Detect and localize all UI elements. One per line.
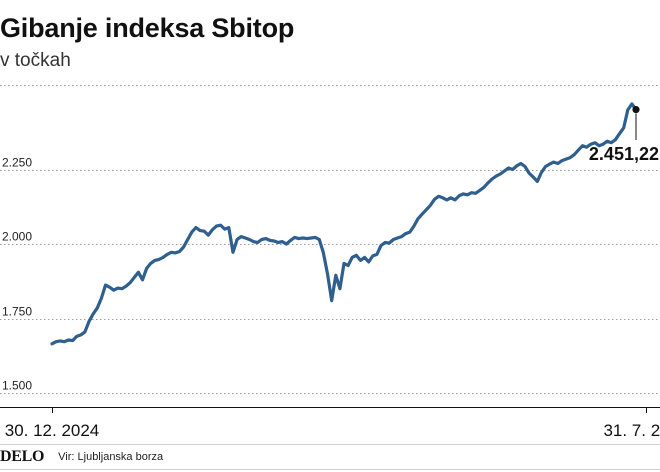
- last-value-marker: [632, 106, 640, 114]
- chart-title: Gibanje indeksa Sbitop: [0, 13, 295, 43]
- footer-bottom-rule: [0, 469, 660, 470]
- grid-lines: 1.500 1.750 2.000 2.250: [0, 85, 660, 394]
- chart-subtitle: v točkah: [0, 50, 71, 71]
- series-line: [50, 102, 638, 346]
- x-tick-label: 30. 12. 2024: [5, 421, 100, 440]
- source-note: Vir: Ljubljanska borza: [58, 451, 164, 463]
- line-chart: 1.500 1.750 2.000 2.250 30. 12. 2024 31. 7. …: [0, 85, 660, 440]
- footer-divider: [0, 444, 660, 445]
- x-axis: 30. 12. 2024 31. 7. 2025: [0, 407, 660, 440]
- x-tick-label: 31. 7. 2025: [603, 421, 660, 440]
- y-tick-label: 1.750: [2, 305, 32, 319]
- annotation-layer: 2.451,22: [589, 106, 659, 164]
- series-layer: [50, 102, 638, 346]
- y-tick-label: 1.500: [2, 379, 32, 393]
- y-tick-label: 2.250: [2, 156, 32, 170]
- delo-logo: DELO: [0, 448, 45, 465]
- last-value-label: 2.451,22: [589, 144, 659, 164]
- y-tick-label: 2.000: [2, 230, 32, 244]
- footer: DELO Vir: Ljubljanska borza: [0, 447, 163, 467]
